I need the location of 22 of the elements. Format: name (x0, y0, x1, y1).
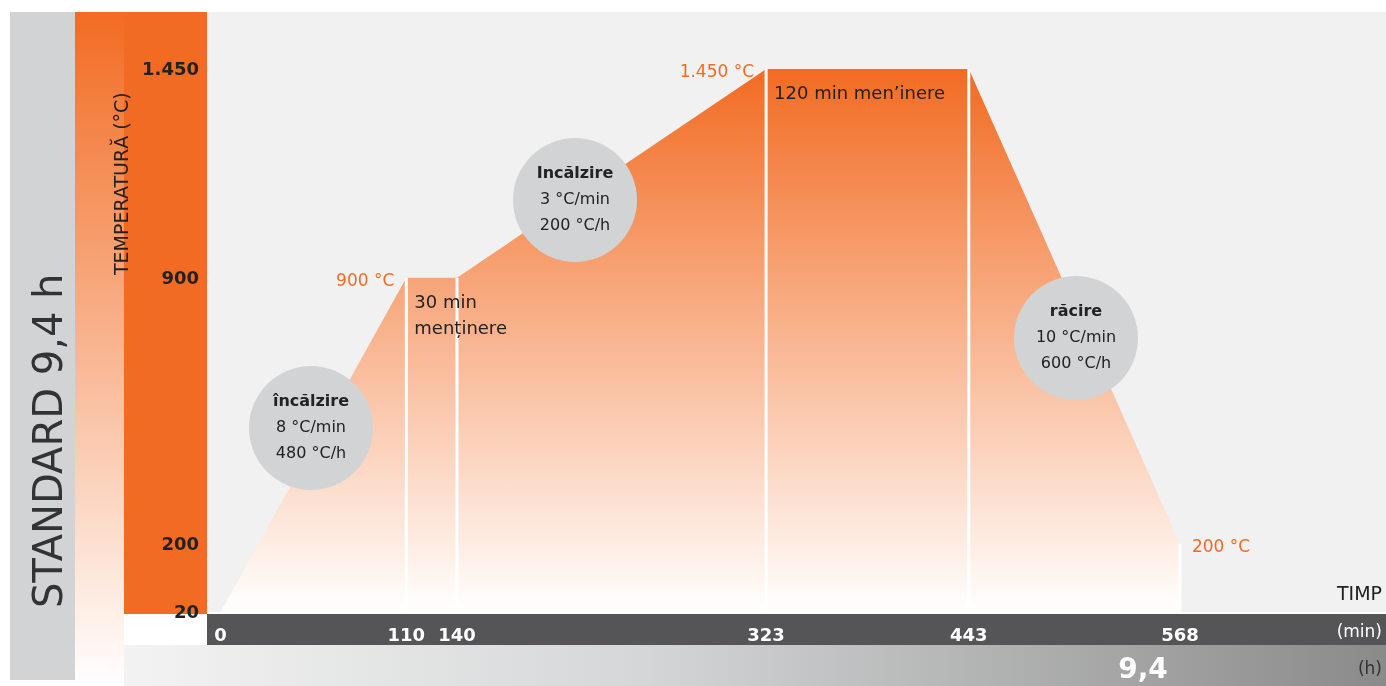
annotation: 200 °C (1191, 535, 1251, 556)
annotation: 900 °C (336, 269, 395, 290)
x-axis-title: TIMP (1335, 582, 1382, 604)
annotation: răcire 10 °C/min 600 °C/h (1035, 301, 1117, 372)
y-tick-label: 1.450 (142, 58, 199, 80)
x-tick-label: 323 (747, 623, 785, 645)
text: (h) (1357, 658, 1382, 678)
annotation: Incălzire 3 °C/min 200 °C/h (536, 163, 614, 234)
text: STANDARD 9,4 h (25, 273, 71, 608)
text: (min) (1336, 621, 1382, 641)
annotation: încălzire 8 °C/min 480 °C/h (271, 391, 350, 462)
x-tick-label: 110 (387, 623, 426, 645)
x-tick-label: 568 (1161, 623, 1199, 645)
x-tick-label: 443 (950, 623, 988, 645)
x-tick-label: 0 (214, 623, 227, 645)
annotation: 120 min men’inere (774, 81, 946, 103)
y-tick-label: 900 (161, 267, 199, 289)
y-tick-label: 200 (161, 533, 199, 555)
annotation: 1.450 °C (679, 60, 755, 81)
y-axis-title: TEMPERATURĂ (°C) (109, 92, 132, 276)
x-tick-label: 140 (438, 623, 476, 645)
text: 9,4 (1118, 652, 1168, 685)
